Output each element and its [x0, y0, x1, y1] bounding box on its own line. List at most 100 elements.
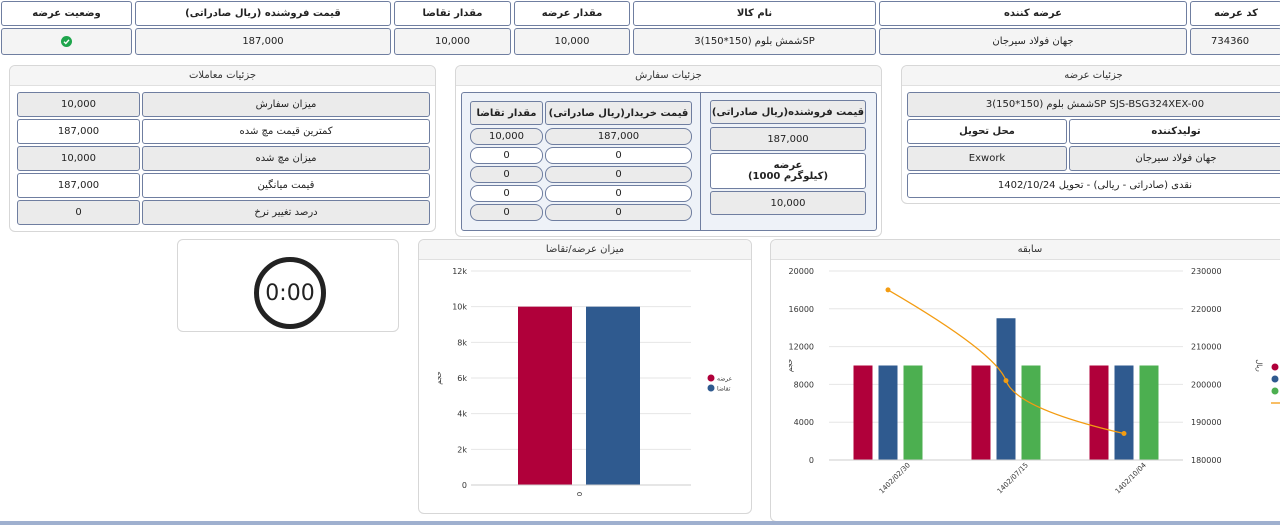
offer-value: 10,000	[710, 191, 866, 215]
seller-price-label: قیمت فروشنده(ریال صادراتی)	[710, 100, 866, 124]
y-tick-label: 8k	[457, 338, 467, 347]
cell-seller-price: 187,000	[135, 28, 391, 55]
buyer-price-cell: 0	[545, 204, 692, 221]
demand-qty-cell: 0	[470, 204, 543, 221]
order-details-frame: قیمت فروشنده(ریال صادراتی) 187,000 عرضه …	[461, 92, 877, 231]
trade-details-panel: جزئیات معاملات میزان سفارش 10,000 کمترین ق…	[9, 65, 436, 232]
bar	[586, 306, 640, 485]
bar	[878, 365, 898, 460]
supply-demand-chart-panel: میزان عرضه/تقاضا 0 2k 4k 6k 8k 10k 12k حجم 0 عرضه…	[418, 239, 752, 514]
bar	[853, 365, 873, 460]
bar	[1089, 365, 1109, 460]
delivery-value: Exwork	[907, 146, 1067, 171]
history-chart: 0 4000 8000 12000 16000 20000 180000 190000 2000…	[786, 267, 1280, 496]
legend-swatch	[1271, 387, 1279, 395]
col-header-product: نام کالا	[633, 1, 876, 26]
y-tick-label: 4000	[794, 418, 814, 427]
y2-tick-label: 220000	[1191, 305, 1222, 314]
trade-row-label: کمترین قیمت مچ شده	[142, 119, 430, 144]
y2-tick-label: 230000	[1191, 267, 1222, 276]
cell-supplier: جهان فولاد سیرجان	[879, 28, 1187, 55]
x-tick-label: 1402/07/15	[996, 461, 1030, 495]
buyer-price-cell: 187,000	[545, 128, 692, 145]
trade-row-label: میزان مچ شده	[142, 146, 430, 171]
y-tick-label: 12000	[789, 343, 814, 352]
timer-panel: 0:00	[177, 239, 399, 332]
col-header-offer-qty: مقدار عرضه	[514, 1, 630, 26]
bar	[1021, 365, 1041, 460]
trade-row-label: میزان سفارش	[142, 92, 430, 117]
panel-title: جزئیات سفارش	[456, 66, 881, 86]
check-circle-icon	[61, 36, 72, 47]
bar	[1139, 365, 1159, 460]
order-details-panel: جزئیات سفارش قیمت فروشنده(ریال صادراتی) …	[455, 65, 882, 237]
offer-label-line1: عرضه	[773, 160, 803, 171]
trade-row-value: 187,000	[17, 173, 140, 198]
supply-demand-chart: 0 2k 4k 6k 8k 10k 12k حجم 0 عرضه تقاضا	[435, 267, 732, 496]
cell-status	[1, 28, 132, 55]
chart-title: میزان عرضه/تقاضا	[419, 240, 751, 260]
y2-axis-label: ریال	[1255, 359, 1263, 372]
producer-label: تولیدکننده	[1069, 119, 1280, 144]
y2-tick-label: 180000	[1191, 456, 1222, 465]
cell-demand-qty: 10,000	[394, 28, 511, 55]
offer-label: عرضه (1000 کیلوگرم)	[710, 153, 866, 189]
legend-label: عرضه	[717, 376, 732, 383]
col-header-demand-qty: مقدار تقاضا	[394, 1, 511, 26]
panel-title: جزئیات عرضه	[902, 66, 1280, 86]
legend-swatch	[707, 374, 715, 382]
y-tick-label: 20000	[789, 267, 814, 276]
bar	[971, 365, 991, 460]
y-tick-label: 0	[809, 456, 814, 465]
y-tick-label: 6k	[457, 374, 467, 383]
bar	[1114, 365, 1134, 460]
col-header-status: وضعیت عرضه	[1, 1, 132, 26]
history-chart-panel: سابقه 0 4000 8000 12000 16000 20000 180000 1900…	[770, 239, 1280, 522]
buyer-price-label: قیمت خریدار(ریال صادراتی)	[545, 101, 692, 125]
x-tick-label: 0	[576, 492, 584, 496]
cell-code: 734360	[1190, 28, 1280, 55]
demand-qty-cell: 0	[470, 147, 543, 164]
buyer-price-cell: 0	[545, 185, 692, 202]
y-tick-label: 10k	[452, 303, 467, 312]
product-full-name: شمش بلوم (150*150)3SP SJS-BSG324XEX-00	[907, 92, 1280, 117]
line-point	[885, 287, 891, 293]
trade-row-value: 10,000	[17, 146, 140, 171]
trade-row-label: درصد تغییر نرخ	[142, 200, 430, 225]
demand-qty-cell: 0	[470, 166, 543, 183]
delivery-label: محل تحویل	[907, 119, 1067, 144]
demand-qty-cell: 0	[470, 185, 543, 202]
legend-swatch	[707, 384, 715, 392]
panel-title: جزئیات معاملات	[10, 66, 435, 86]
demand-qty-label: مقدار تقاضا	[470, 101, 543, 125]
y-tick-label: 2k	[457, 445, 467, 454]
buyer-price-cell: 0	[545, 147, 692, 164]
y-axis-label: حجم	[786, 359, 794, 373]
x-tick-label: 1402/10/04	[1114, 461, 1149, 496]
trade-row-value: 10,000	[17, 92, 140, 117]
trade-row-value: 0	[17, 200, 140, 225]
x-tick-label: 1402/02/30	[878, 461, 912, 495]
buyer-price-cell: 0	[545, 166, 692, 183]
y-tick-label: 8000	[794, 380, 814, 389]
legend-swatch	[1271, 363, 1279, 371]
line-point	[1003, 378, 1009, 384]
trade-row-label: قیمت میانگین	[142, 173, 430, 198]
supply-details-panel: جزئیات عرضه شمش بلوم (150*150)3SP SJS-BS…	[901, 65, 1280, 204]
line-point	[1121, 431, 1127, 437]
y2-tick-label: 200000	[1191, 380, 1222, 389]
cell-offer-qty: 10,000	[514, 28, 630, 55]
y-tick-label: 12k	[452, 267, 467, 276]
y-axis-label: حجم	[435, 371, 443, 385]
y-tick-label: 16000	[789, 305, 814, 314]
bar	[996, 318, 1016, 460]
cell-product: شمش بلوم (150*150)3SP	[633, 28, 876, 55]
countdown-timer: 0:00	[254, 257, 326, 329]
trade-row-value: 187,000	[17, 119, 140, 144]
producer-value: جهان فولاد سیرجان	[1069, 146, 1280, 171]
bar	[903, 365, 923, 460]
demand-qty-cell: 10,000	[470, 128, 543, 145]
chart-title: سابقه	[771, 240, 1280, 260]
y-tick-label: 0	[462, 481, 467, 490]
y2-tick-label: 210000	[1191, 343, 1222, 352]
